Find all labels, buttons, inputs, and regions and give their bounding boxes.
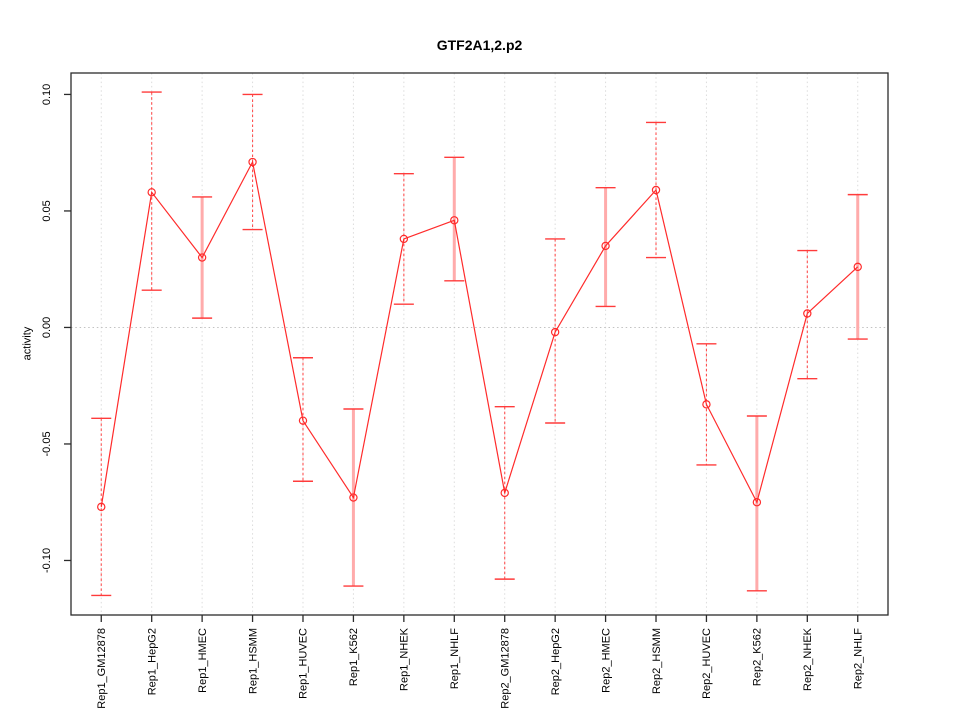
data-point — [248, 157, 257, 167]
x-tick-label: Rep1_NHLF — [449, 628, 461, 689]
x-tick-label: Rep2_HSMM — [651, 628, 663, 694]
x-tick-label: Rep2_GM12878 — [499, 628, 511, 709]
data-point — [197, 253, 207, 262]
y-tick-label: -0.10 — [41, 548, 53, 573]
x-tick-label: Rep2_NHLF — [852, 628, 864, 689]
data-point — [651, 185, 661, 195]
data-point — [702, 400, 711, 409]
data-point — [752, 498, 762, 507]
series-line — [100, 160, 859, 507]
data-point — [550, 327, 560, 337]
data-point — [601, 241, 610, 251]
chart-title: GTF2A1,2.p2 — [436, 37, 523, 53]
x-tick-label: Rep1_HUVEC — [298, 628, 310, 699]
x-tick-label: Rep1_HepG2 — [146, 628, 158, 695]
x-tick-label: Rep1_HSMM — [247, 628, 259, 694]
y-tick-label: 0.05 — [41, 200, 53, 221]
x-tick-label: Rep2_HepG2 — [550, 628, 562, 695]
y-tick-label: 0.10 — [41, 84, 53, 105]
data-point — [803, 309, 812, 318]
x-tick-label: Rep2_K562 — [752, 628, 764, 686]
x-tick-label: Rep1_HMEC — [197, 628, 209, 693]
data-point — [349, 493, 358, 502]
data-point — [147, 188, 156, 197]
data-point — [500, 488, 509, 498]
data-point — [97, 502, 106, 512]
y-tick-label: -0.05 — [41, 431, 53, 456]
plot-box — [70, 72, 889, 616]
x-tick-label: Rep2_NHEK — [802, 627, 814, 691]
data-point — [853, 262, 862, 272]
x-tick-label: Rep2_HMEC — [600, 628, 612, 693]
y-tick-label: 0.00 — [41, 317, 53, 338]
data-point — [450, 216, 459, 225]
x-tick-label: Rep1_K562 — [348, 628, 360, 686]
x-tick-label: Rep1_NHEK — [399, 627, 411, 691]
x-tick-label: Rep2_HUVEC — [701, 628, 713, 699]
data-point — [298, 416, 308, 425]
data-point — [399, 234, 409, 244]
x-tick-label: Rep1_GM12878 — [96, 628, 108, 709]
